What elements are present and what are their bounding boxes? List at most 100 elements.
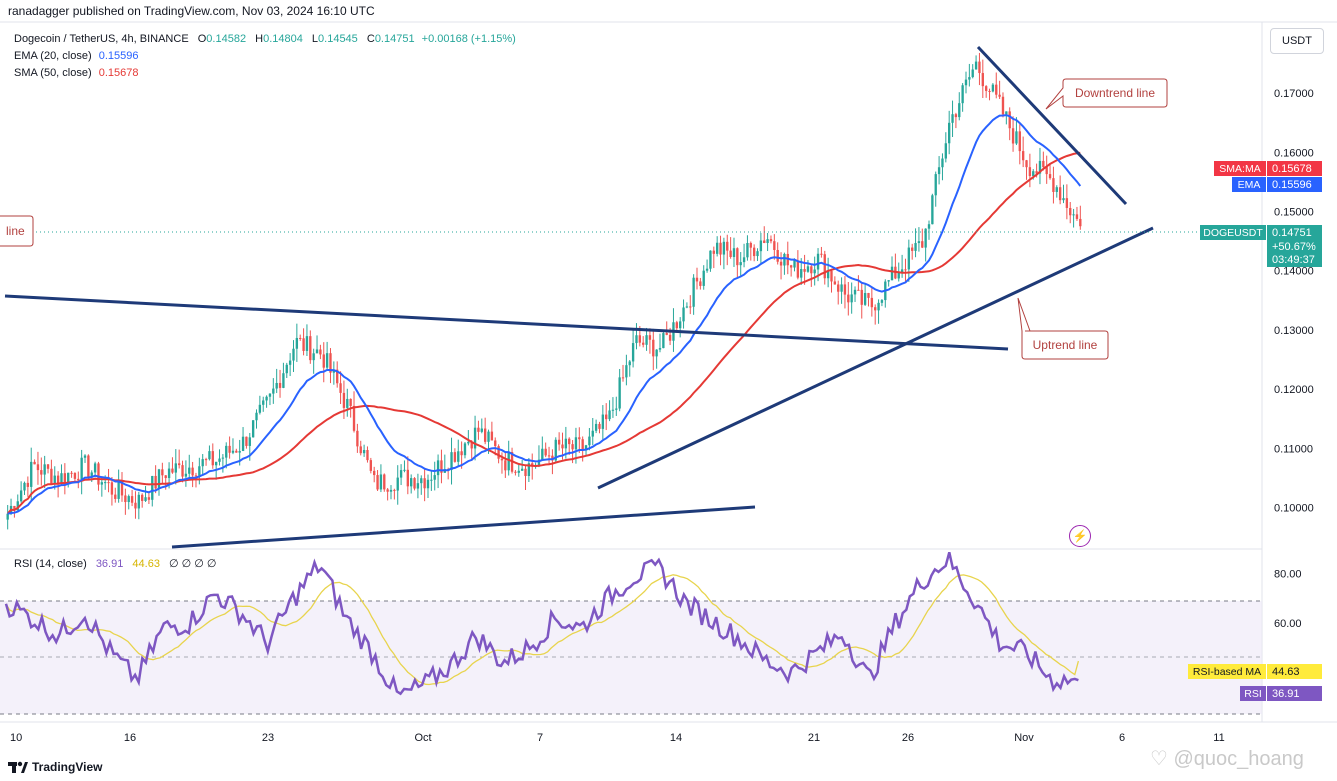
time-tick-label: Nov — [1014, 732, 1034, 744]
candle-body — [581, 439, 584, 451]
candle-body — [648, 335, 652, 340]
ema-legend-label[interactable]: EMA (20, close) — [14, 50, 92, 62]
candle-body — [487, 431, 490, 442]
downtrend-line[interactable] — [976, 45, 1128, 206]
last-price-symbol: DOGEUSDT — [1203, 227, 1263, 239]
candle-body — [843, 284, 847, 295]
candle-body — [1048, 174, 1052, 179]
rsi-legend-label[interactable]: RSI (14, close) — [14, 558, 87, 570]
candle-body — [309, 336, 312, 361]
sma-line[interactable] — [6, 151, 1081, 515]
candle-body — [887, 280, 890, 282]
rsi-ma-line[interactable] — [5, 574, 1080, 686]
candle-body — [423, 478, 426, 489]
candle-body — [214, 461, 218, 466]
candle-body — [147, 497, 151, 500]
ema-legend-value: 0.15596 — [98, 50, 139, 62]
candle-body — [705, 268, 709, 271]
candle-body — [258, 404, 262, 413]
candle-body — [46, 464, 50, 469]
candle-body — [73, 473, 77, 479]
candle-body — [665, 333, 668, 335]
candle-body — [315, 349, 319, 354]
rsi-ma-axis-name: RSI-based MA — [1193, 666, 1261, 678]
candle-body — [571, 444, 574, 450]
candle-body — [362, 450, 366, 454]
flash-icon[interactable]: ⚡ — [1069, 525, 1091, 547]
candle-body — [248, 437, 251, 446]
candle-body — [83, 455, 87, 458]
candle-body — [161, 469, 164, 476]
candle-body — [911, 247, 914, 251]
candle-body — [917, 241, 921, 244]
candle-body — [1062, 198, 1065, 201]
tradingview-logo-icon — [8, 761, 28, 773]
candle-body — [924, 228, 927, 248]
last-price-change: +50.67% — [1272, 241, 1316, 253]
price-tick-label: 0.12000 — [1274, 384, 1314, 396]
candle-body — [628, 361, 631, 366]
candle-body — [578, 437, 581, 440]
candle-body — [356, 430, 359, 447]
candle-body — [608, 410, 611, 420]
candle-body — [141, 494, 144, 501]
candle-body — [19, 490, 23, 502]
candle-body — [1008, 111, 1011, 129]
candle-body — [618, 377, 621, 409]
time-tick-label: 11 — [1213, 732, 1224, 744]
candles-group — [6, 52, 1082, 530]
time-axis[interactable]: 10 16 23 Oct 7 14 21 26 Nov 6 11 — [10, 732, 1225, 744]
left-callout[interactable] — [0, 215, 34, 247]
footer-brand[interactable]: TradingView — [8, 760, 102, 774]
candle-body — [598, 423, 601, 429]
candle-body — [87, 455, 90, 478]
candle-body — [262, 400, 265, 405]
time-tick-label: Oct — [414, 732, 431, 744]
candle-body — [675, 322, 678, 329]
price-axis[interactable]: 0.17000 0.16000 0.15000 0.14000 0.13000 0.120… — [1274, 88, 1314, 514]
long-resistance-trendline[interactable] — [4, 294, 1009, 351]
candle-body — [527, 463, 531, 477]
candle-body — [477, 427, 480, 432]
candle-body — [181, 465, 184, 477]
candle-body — [981, 73, 984, 87]
candle-body — [278, 382, 282, 388]
candle-body — [1038, 160, 1042, 174]
candle-body — [36, 464, 40, 471]
candle-body — [396, 477, 399, 491]
ema-line[interactable] — [7, 114, 1082, 515]
candle-body — [833, 281, 837, 285]
candle-body — [857, 289, 860, 291]
candle-body — [524, 468, 527, 477]
candle-body — [53, 475, 56, 485]
symbol-title[interactable]: Dogecoin / TetherUS, 4h, BINANCE — [14, 33, 189, 45]
candle-body — [272, 388, 275, 394]
candle-body — [699, 281, 702, 286]
candle-body — [813, 269, 816, 274]
sma-legend-label[interactable]: SMA (50, close) — [14, 67, 92, 79]
rsi-axis-name: RSI — [1244, 688, 1262, 700]
currency-button[interactable]: USDT — [1270, 28, 1324, 54]
long-support-trendline[interactable] — [171, 505, 756, 549]
candle-body — [268, 393, 272, 397]
candle-body — [739, 262, 742, 266]
candle-body — [251, 420, 255, 438]
candle-body — [927, 224, 931, 229]
candle-body — [564, 438, 568, 449]
uptrend-line[interactable] — [597, 226, 1154, 490]
symbol-legend: Dogecoin / TetherUS, 4h, BINANCE O0.1458… — [14, 31, 516, 82]
candle-body — [457, 451, 460, 462]
rsi-line[interactable] — [4, 551, 1079, 696]
low-label: L — [311, 33, 319, 45]
candle-body — [171, 468, 174, 473]
candle-body — [712, 250, 715, 254]
candle-body — [574, 437, 578, 450]
candle-body — [951, 114, 954, 123]
candle-body — [991, 84, 995, 92]
candle-body — [1045, 167, 1048, 175]
uptrend-callout[interactable] — [1017, 297, 1109, 360]
candle-body — [329, 353, 332, 373]
downtrend-callout[interactable] — [1045, 78, 1168, 110]
